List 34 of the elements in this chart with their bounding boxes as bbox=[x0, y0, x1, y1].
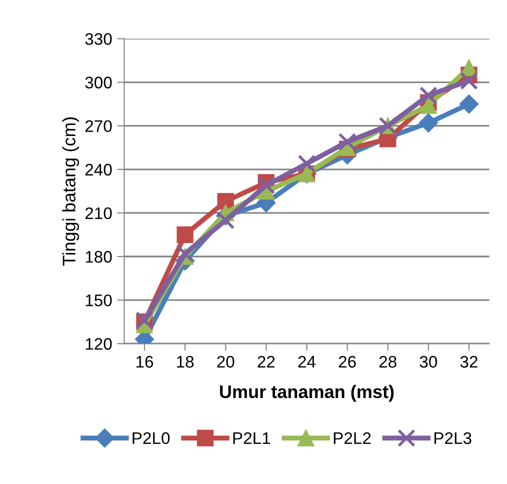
x-tick-label: 16 bbox=[136, 356, 154, 368]
point bbox=[176, 244, 194, 263]
x-tick-label: 20 bbox=[217, 356, 234, 368]
point bbox=[419, 86, 438, 104]
point bbox=[460, 72, 478, 90]
point bbox=[418, 113, 438, 132]
point bbox=[420, 97, 437, 114]
y-tick-label: 120 bbox=[86, 338, 112, 350]
y-tick-label: 300 bbox=[85, 76, 112, 88]
y-tick-label: 270 bbox=[85, 120, 112, 132]
point bbox=[298, 154, 316, 173]
x-tick-label: 24 bbox=[298, 356, 316, 368]
x-axis-title: Umur tanaman (mst) bbox=[220, 384, 394, 402]
x-tick-label: 28 bbox=[379, 356, 396, 368]
y-tick-label: 210 bbox=[85, 207, 112, 220]
y-axis-title: Tinggi batang (cm) bbox=[62, 117, 80, 266]
y-tick-label: 150 bbox=[86, 294, 112, 306]
x-tick-label: 26 bbox=[338, 356, 356, 368]
x-tick-label: 30 bbox=[420, 356, 438, 368]
point bbox=[459, 94, 479, 114]
y-tick-label: 330 bbox=[85, 33, 112, 45]
point bbox=[338, 132, 356, 151]
x-tick-label: 18 bbox=[177, 356, 194, 368]
x-tick-label: 32 bbox=[460, 356, 478, 368]
legend-label: P2L2 bbox=[334, 432, 371, 444]
x-tick-label: 22 bbox=[258, 356, 275, 368]
y-tick-label: 180 bbox=[86, 250, 112, 263]
point bbox=[176, 226, 194, 244]
point bbox=[257, 176, 276, 194]
point bbox=[216, 211, 235, 230]
legend-label: P2L0 bbox=[132, 432, 170, 444]
y-tick-label: 240 bbox=[85, 164, 112, 176]
legend-label: P2L3 bbox=[434, 432, 472, 444]
legend-label: P2L1 bbox=[233, 432, 270, 444]
